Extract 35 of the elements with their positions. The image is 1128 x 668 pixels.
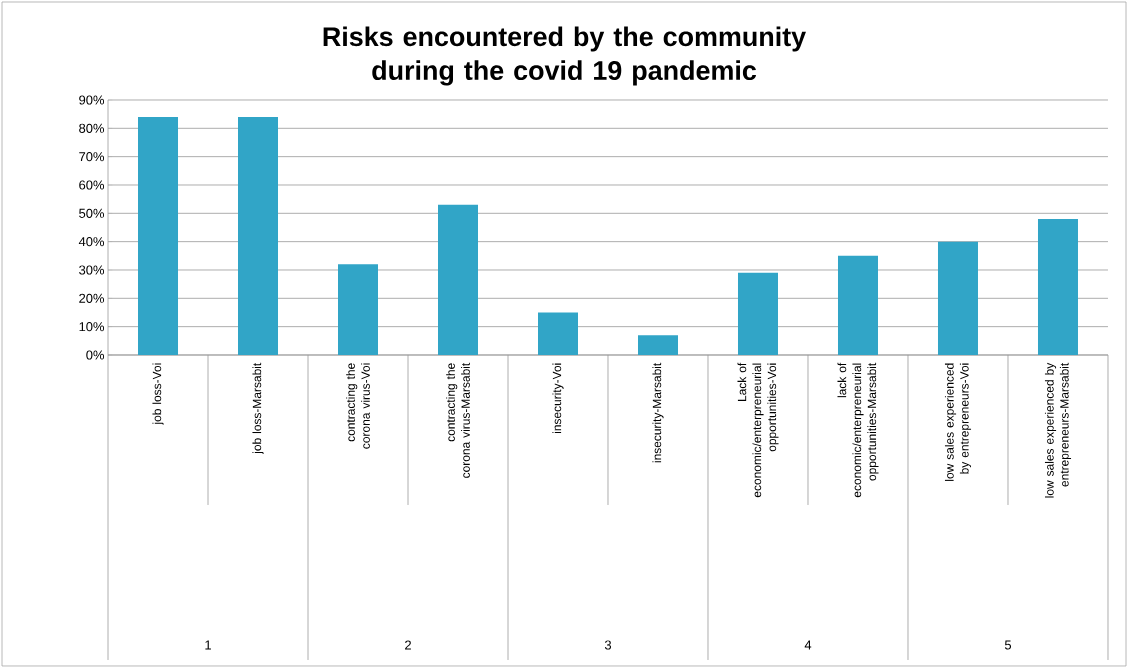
bar <box>238 116 279 355</box>
x-tick-label: job loss-Marsabit <box>252 362 264 455</box>
x-tick-label: lack of economic/enterpreneurial opportunities-Marsabit <box>837 362 879 498</box>
bar <box>438 204 478 355</box>
x-tick-label: insecurity-Marsabit <box>652 362 664 463</box>
y-tick-label: 60% <box>79 180 105 190</box>
y-tick-label: 40% <box>78 237 105 247</box>
y-tick-label: 20% <box>79 293 105 303</box>
chart-title: Risks encountered by the community during the covid 19 pandemic <box>323 26 806 86</box>
bar <box>338 264 378 355</box>
x-tick-label: contracting the corona virus-Voi <box>346 363 370 449</box>
bar <box>937 241 978 355</box>
x-tick-label: low sales experienced by entrepreneurs-Marsabit <box>1044 362 1072 498</box>
text: 2 <box>405 640 411 650</box>
text: 1 <box>205 640 211 650</box>
text: 3 <box>604 640 612 650</box>
bar <box>738 272 778 355</box>
text: 4 <box>804 640 812 650</box>
y-tick-label: 80% <box>79 123 105 133</box>
bar <box>538 312 578 355</box>
y-tick-label: 50% <box>79 208 105 218</box>
y-tick-label: 0% <box>86 350 105 360</box>
y-tick-label: 90% <box>79 95 105 105</box>
x-tick-label: insecurity-Voi <box>552 363 564 434</box>
bar <box>138 116 179 355</box>
y-tick-label: 30% <box>79 265 105 275</box>
text: 5 <box>1004 640 1012 650</box>
x-tick-label: Lack of economic/enterpreneurial opportunities-Voi <box>737 362 779 498</box>
y-tick-label: 10% <box>79 322 105 332</box>
bar <box>1037 218 1078 355</box>
bar <box>638 335 678 355</box>
y-tick-label: 70% <box>79 152 105 162</box>
bar <box>837 255 878 355</box>
x-tick-label: contracting the corona virus-Marsabit <box>446 362 470 478</box>
x-tick-label: job loss-Voi <box>152 363 164 425</box>
